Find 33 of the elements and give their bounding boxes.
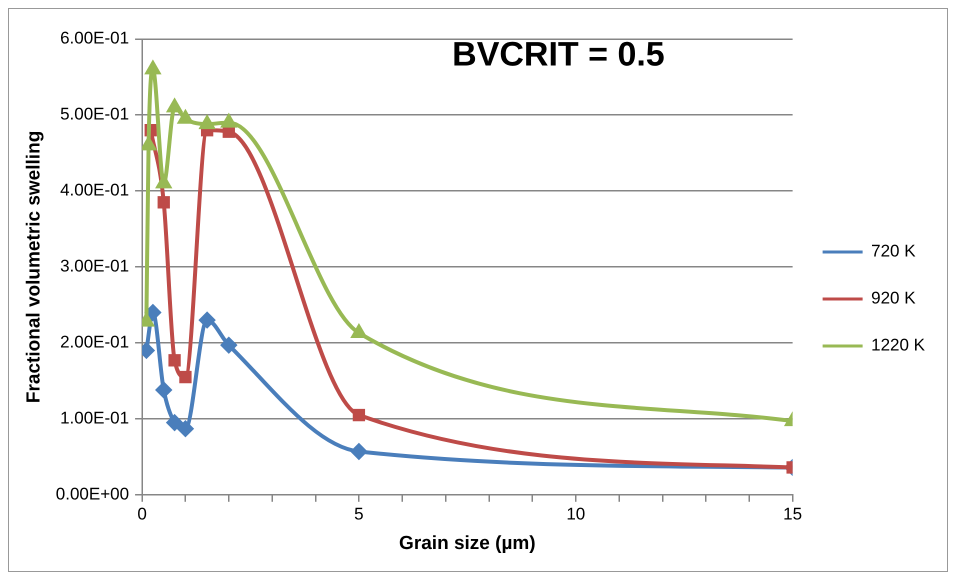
legend-label: 920 K (871, 288, 916, 308)
point (350, 443, 368, 460)
point (177, 109, 194, 124)
y-tick-label: 5.00E-01 (60, 104, 130, 124)
y-tick-label: 2.00E-01 (60, 332, 130, 352)
point (158, 196, 170, 208)
point (168, 354, 181, 366)
point (155, 174, 172, 188)
legend-label: 720 K (871, 242, 916, 261)
point (198, 312, 216, 329)
x-tick-label: 5 (354, 504, 364, 524)
x-tick-label: 15 (783, 504, 802, 524)
x-axis-title: Grain size (µm) (399, 532, 536, 554)
y-tick-label: 6.00E-01 (60, 28, 130, 48)
x-tick-label: 0 (137, 504, 147, 524)
point (144, 60, 162, 74)
point (179, 370, 192, 384)
point (166, 98, 183, 112)
y-tick-label: 4.00E-01 (60, 180, 130, 200)
legend-label: 1220 K (871, 336, 926, 355)
point (166, 414, 184, 432)
y-tick-label: 3.00E-01 (60, 256, 130, 276)
point (352, 408, 366, 422)
chart-title: BVCRIT = 0.5 (452, 35, 665, 74)
y-tick-label: 0.00E+00 (56, 484, 130, 504)
x-tick-label: 10 (566, 504, 586, 524)
point (155, 381, 172, 398)
point (176, 420, 194, 438)
point (220, 113, 238, 128)
point (220, 336, 238, 354)
y-axis-title: Fractional volumetric swelling (24, 130, 45, 404)
y-tick-label: 1.00E-01 (60, 408, 130, 428)
point (198, 114, 216, 130)
